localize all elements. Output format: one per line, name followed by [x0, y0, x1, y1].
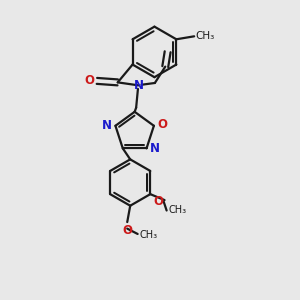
Text: N: N — [102, 119, 112, 132]
Text: N: N — [134, 79, 143, 92]
Text: O: O — [158, 118, 167, 131]
Text: CH₃: CH₃ — [139, 230, 157, 240]
Text: N: N — [150, 142, 160, 155]
Text: O: O — [85, 74, 94, 87]
Text: O: O — [122, 224, 132, 237]
Text: O: O — [154, 195, 164, 208]
Text: CH₃: CH₃ — [168, 206, 186, 215]
Text: CH₃: CH₃ — [196, 31, 215, 41]
